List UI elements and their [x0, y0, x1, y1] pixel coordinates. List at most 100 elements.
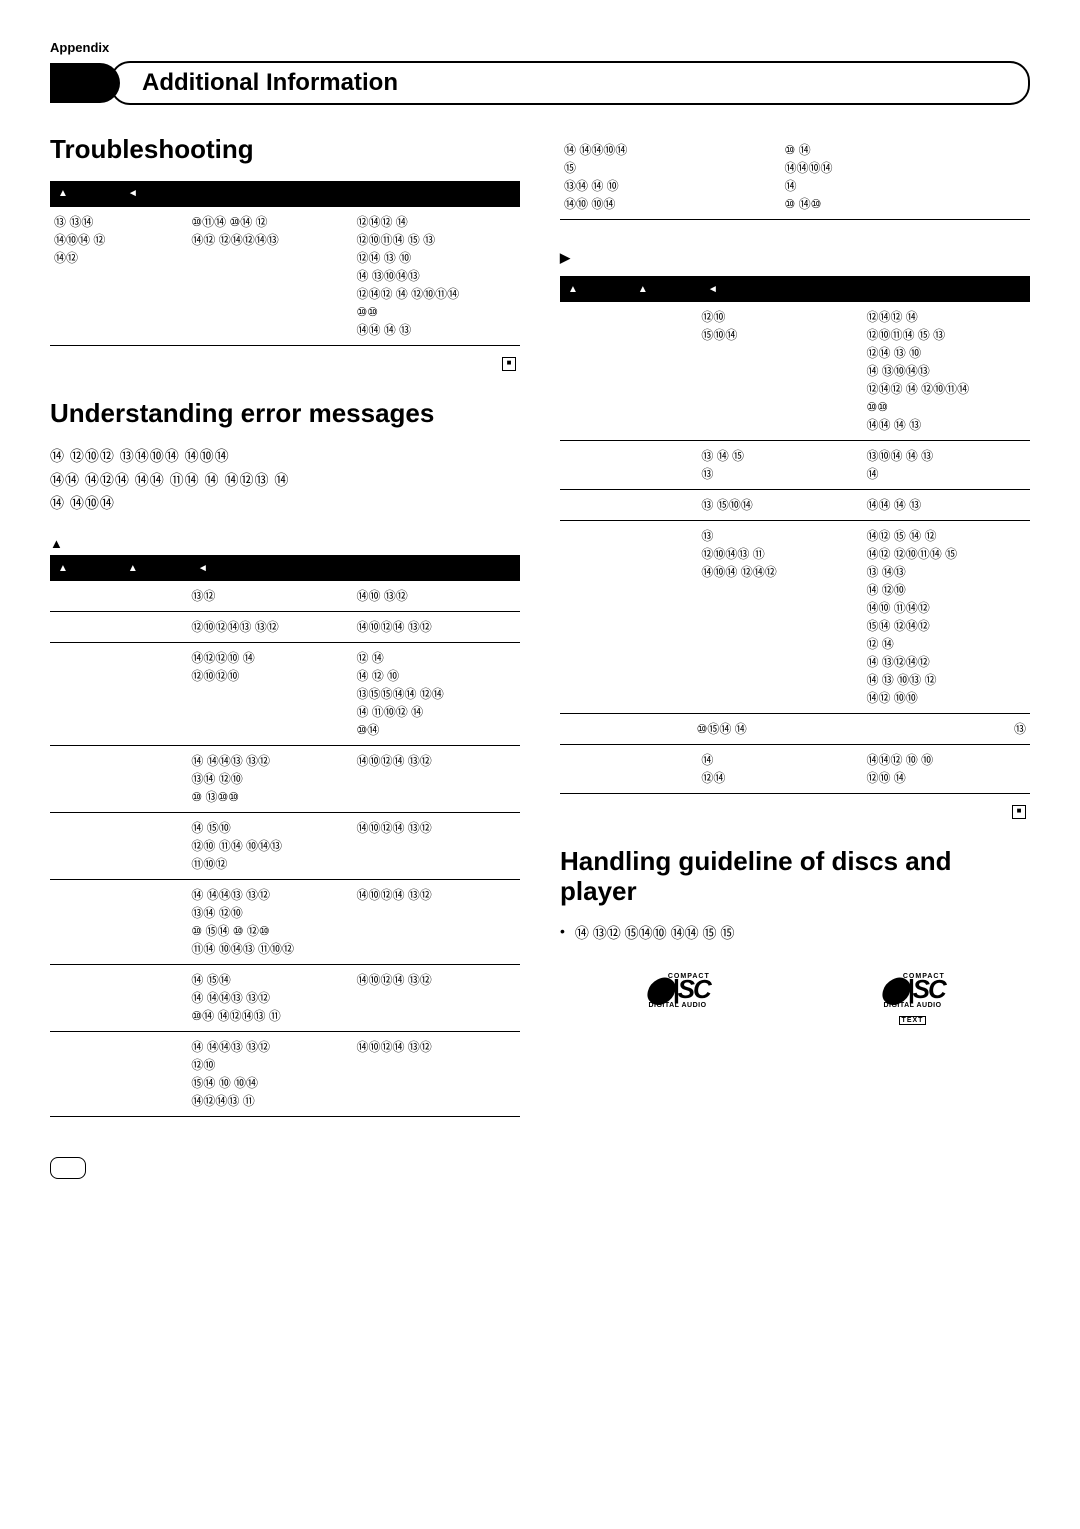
cd-text-logo: COMPACT ⬤|SC DIGITAL AUDIO TEXT: [880, 973, 945, 1027]
logo-text-badge: TEXT: [899, 1016, 927, 1025]
cell: ⑭ ⑭⑭⑩⑭ ⑮ ⑬⑭ ⑭ ⑩ ⑭⑩ ⑩⑭: [564, 141, 777, 213]
table-row: ⑭⑫⑫⑩ ⑭ ⑫⑩⑫⑩⑫ ⑭ ⑭ ⑫ ⑩ ⑬⑮⑮⑭⑭ ⑫⑭ ⑭ ⑪⑩⑫ ⑭ ⑩⑭: [50, 643, 520, 746]
page-footer: [50, 1157, 1030, 1184]
cell: [54, 752, 183, 806]
cell: ⑭ ⑮⑩ ⑫⑩ ⑪⑭ ⑩⑭⑬ ⑪⑩⑫: [191, 819, 348, 873]
cell: [54, 1038, 183, 1110]
cell: ⑬: [887, 720, 1026, 738]
table-row: ⑭ ⑭⑭⑬ ⑬⑫ ⑬⑭ ⑫⑩ ⑩ ⑮⑭ ⑩ ⑫⑩ ⑪⑭ ⑩⑭⑬ ⑪⑩⑫⑭⑩⑫⑭ …: [50, 880, 520, 965]
cell: [54, 618, 183, 636]
cell: ⑭ ⑫⑭: [701, 751, 858, 787]
cell: [564, 527, 693, 707]
table-row: ⑬ ⑫⑩⑭⑬ ⑪ ⑭⑩⑭ ⑫⑭⑫⑭⑫ ⑮ ⑭ ⑫ ⑭⑫ ⑫⑩⑪⑭ ⑮ ⑬ ⑭⑬ …: [560, 521, 1030, 714]
table-row: ⑭ ⑭⑭⑬ ⑬⑫ ⑫⑩ ⑮⑭ ⑩ ⑩⑭ ⑭⑫⑭⑬ ⑪⑭⑩⑫⑭ ⑬⑫: [50, 1032, 520, 1117]
cell: [54, 587, 183, 605]
table-row: ⑫⑩ ⑮⑩⑭⑫⑭⑫ ⑭ ⑫⑩⑪⑭ ⑮ ⑬ ⑫⑭ ⑬ ⑩ ⑭ ⑬⑩⑭⑬ ⑫⑭⑫ ⑭…: [560, 302, 1030, 441]
cell: ⑬⑫: [191, 587, 348, 605]
bullet-text: ⑭ ⑬⑫ ⑮⑭⑩ ⑭⑭ ⑮ ⑮: [575, 923, 734, 943]
header-marker: ▲: [128, 563, 138, 574]
cell: ⑭⑫ ⑮ ⑭ ⑫ ⑭⑫ ⑫⑩⑪⑭ ⑮ ⑬ ⑭⑬ ⑭ ⑫⑩ ⑭⑩ ⑪⑭⑫ ⑮⑭ ⑫…: [866, 527, 1026, 707]
cell: ⑬ ⑬⑭ ⑭⑩⑭ ⑫ ⑭⑫: [54, 213, 183, 339]
cell: [564, 751, 693, 787]
error-heading: Understanding error messages: [50, 399, 520, 429]
cell: ⑭⑩⑫⑭ ⑬⑫: [356, 886, 516, 958]
cell: ⑭⑩ ⑬⑫: [356, 587, 516, 605]
header-title: Additional Information: [110, 61, 1030, 105]
cell: ⑭⑩⑫⑭ ⑬⑫: [356, 819, 516, 873]
cell: ⑭⑩⑫⑭ ⑬⑫: [356, 971, 516, 1025]
cell: ⑭ ⑮⑭ ⑭ ⑭⑭⑬ ⑬⑫ ⑩⑭ ⑭⑫⑭⑬ ⑪: [191, 971, 348, 1025]
cell: [564, 496, 693, 514]
cell: [54, 649, 183, 739]
bullet-item: • ⑭ ⑬⑫ ⑮⑭⑩ ⑭⑭ ⑮ ⑮: [560, 923, 1030, 943]
cell: ⑩⑮⑭ ⑭: [564, 720, 879, 738]
table-row: ⑫⑩⑫⑭⑬ ⑬⑫ ⑭⑩⑫⑭ ⑬⑫: [50, 612, 520, 643]
appendix-label: Appendix: [50, 40, 1030, 55]
cell: ⑫ ⑭ ⑭ ⑫ ⑩ ⑬⑮⑮⑭⑭ ⑫⑭ ⑭ ⑪⑩⑫ ⑭ ⑩⑭: [356, 649, 516, 739]
logo-disc: ⬤|SC: [880, 978, 945, 1001]
table-row: ⑬ ⑮⑩⑭ ⑭⑭ ⑭ ⑬: [560, 490, 1030, 521]
cell: ⑬ ⑫⑩⑭⑬ ⑪ ⑭⑩⑭ ⑫⑭⑫: [701, 527, 858, 707]
table-row: ⑭ ⑮⑩ ⑫⑩ ⑪⑭ ⑩⑭⑬ ⑪⑩⑫⑭⑩⑫⑭ ⑬⑫: [50, 813, 520, 880]
section-end-icon: ■: [50, 352, 516, 371]
section-header: Additional Information: [50, 61, 1030, 105]
cd-logo: COMPACT ⬤|SC DIGITAL AUDIO: [645, 973, 710, 1027]
cell: [54, 819, 183, 873]
header-marker: ◄: [708, 284, 718, 295]
logo-digital-audio: DIGITAL AUDIO: [645, 1002, 710, 1009]
cell: [54, 971, 183, 1025]
cell: ⑬ ⑭ ⑮ ⑬: [701, 447, 858, 483]
header-marker: ▲: [568, 284, 578, 295]
cell: ⑭⑫⑫⑩ ⑭ ⑫⑩⑫⑩: [191, 649, 348, 739]
logo-disc: ⬤|SC: [645, 978, 710, 1001]
header-marker: ◄: [128, 188, 138, 199]
right-column: ⑭ ⑭⑭⑩⑭ ⑮ ⑬⑭ ⑭ ⑩ ⑭⑩ ⑩⑭ ⑩ ⑭ ⑭⑭⑩⑭ ⑭ ⑩ ⑭⑩ ▶ …: [560, 135, 1030, 1117]
cell: ⑩ ⑭ ⑭⑭⑩⑭ ⑭ ⑩ ⑭⑩: [785, 141, 1026, 213]
table-row: ⑭ ⑮⑭ ⑭ ⑭⑭⑬ ⑬⑫ ⑩⑭ ⑭⑫⑭⑬ ⑪⑭⑩⑫⑭ ⑬⑫: [50, 965, 520, 1032]
cell: [54, 886, 183, 958]
cont-table-header: ▲ ▲ ◄: [560, 276, 1030, 302]
logo-digital-audio: DIGITAL AUDIO: [880, 1002, 945, 1009]
trouble-table-header: ▲ ◄: [50, 181, 520, 207]
table-row: ⑭ ⑭⑭⑬ ⑬⑫ ⑬⑭ ⑫⑩ ⑩ ⑬⑩⑩⑭⑩⑫⑭ ⑬⑫: [50, 746, 520, 813]
cell: ⑫⑩⑫⑭⑬ ⑬⑫: [191, 618, 348, 636]
table-row: ⑭ ⑭⑭⑩⑭ ⑮ ⑬⑭ ⑭ ⑩ ⑭⑩ ⑩⑭ ⑩ ⑭ ⑭⑭⑩⑭ ⑭ ⑩ ⑭⑩: [560, 135, 1030, 220]
cell: ⑭⑩⑫⑭ ⑬⑫: [356, 1038, 516, 1110]
cell: ⑭ ⑭⑭⑬ ⑬⑫ ⑫⑩ ⑮⑭ ⑩ ⑩⑭ ⑭⑫⑭⑬ ⑪: [191, 1038, 348, 1110]
cell: ⑭⑭⑫ ⑩ ⑩ ⑫⑩ ⑭: [866, 751, 1026, 787]
error-subhead: ▲: [50, 536, 520, 551]
handling-heading: Handling guideline of discs and player: [560, 847, 1030, 907]
cell: ⑩⑪⑭ ⑩⑭ ⑫ ⑭⑫ ⑫⑭⑫⑭⑬: [191, 213, 348, 339]
table-row: ⑬ ⑬⑭ ⑭⑩⑭ ⑫ ⑭⑫ ⑩⑪⑭ ⑩⑭ ⑫ ⑭⑫ ⑫⑭⑫⑭⑬ ⑫⑭⑫ ⑭ ⑫⑩…: [50, 207, 520, 346]
cell: ⑭⑩⑫⑭ ⑬⑫: [356, 618, 516, 636]
logos-row: COMPACT ⬤|SC DIGITAL AUDIO COMPACT ⬤|SC …: [560, 973, 1030, 1027]
header-marker: ◄: [198, 563, 208, 574]
table-row: ⑬ ⑭ ⑮ ⑬⑬⑩⑭ ⑭ ⑬ ⑭: [560, 441, 1030, 490]
cell: ⑭ ⑭⑭⑬ ⑬⑫ ⑬⑭ ⑫⑩ ⑩ ⑬⑩⑩: [191, 752, 348, 806]
cell: ⑫⑭⑫ ⑭ ⑫⑩⑪⑭ ⑮ ⑬ ⑫⑭ ⑬ ⑩ ⑭ ⑬⑩⑭⑬ ⑫⑭⑫ ⑭ ⑫⑩⑪⑭ …: [866, 308, 1026, 434]
header-marker: ▲: [638, 284, 648, 295]
header-marker: ▲: [58, 188, 68, 199]
table-row: ⑭ ⑫⑭⑭⑭⑫ ⑩ ⑩ ⑫⑩ ⑭: [560, 745, 1030, 794]
cell: ⑭ ⑭⑭⑬ ⑬⑫ ⑬⑭ ⑫⑩ ⑩ ⑮⑭ ⑩ ⑫⑩ ⑪⑭ ⑩⑭⑬ ⑪⑩⑫: [191, 886, 348, 958]
bullet-icon: •: [560, 923, 565, 943]
header-tab: [50, 63, 120, 103]
left-column: Troubleshooting ▲ ◄ ⑬ ⑬⑭ ⑭⑩⑭ ⑫ ⑭⑫ ⑩⑪⑭ ⑩⑭…: [50, 135, 520, 1117]
cell: [564, 447, 693, 483]
page-number-box: [50, 1157, 86, 1179]
table-row: ⑩⑮⑭ ⑭ ⑬: [560, 714, 1030, 745]
cell: ⑭⑭ ⑭ ⑬: [866, 496, 1026, 514]
section-end-icon: ■: [560, 800, 1026, 819]
continued-marker: ▶: [560, 250, 1030, 266]
error-table-header: ▲ ▲ ◄: [50, 555, 520, 581]
cell: [564, 308, 693, 434]
cell: ⑬⑩⑭ ⑭ ⑬ ⑭: [866, 447, 1026, 483]
table-row: ⑬⑫ ⑭⑩ ⑬⑫: [50, 581, 520, 612]
cell: ⑫⑭⑫ ⑭ ⑫⑩⑪⑭ ⑮ ⑬ ⑫⑭ ⑬ ⑩ ⑭ ⑬⑩⑭⑬ ⑫⑭⑫ ⑭ ⑫⑩⑪⑭ …: [356, 213, 516, 339]
error-intro-text: ⑭ ⑫⑩⑫ ⑬⑭⑩⑭ ⑭⑩⑭ ⑭⑭ ⑭⑫⑭ ⑭⑭ ⑪⑭ ⑭ ⑭⑫⑬ ⑭ ⑭ ⑭⑩…: [50, 445, 520, 516]
cell: ⑫⑩ ⑮⑩⑭: [701, 308, 858, 434]
cell: ⑭⑩⑫⑭ ⑬⑫: [356, 752, 516, 806]
header-marker: ▲: [58, 563, 68, 574]
cell: ⑬ ⑮⑩⑭: [701, 496, 858, 514]
troubleshooting-heading: Troubleshooting: [50, 135, 520, 165]
